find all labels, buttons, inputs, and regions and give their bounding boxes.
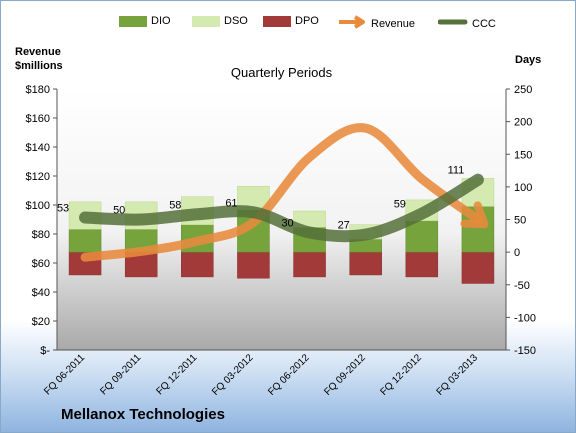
y-right-tick-label: 100 — [514, 182, 532, 194]
revenue-line — [80, 123, 483, 262]
y-left-label: Revenue $millions — [15, 45, 63, 73]
ccc-data-label: 58 — [169, 199, 181, 211]
y-left-tick-label: $100 — [26, 200, 50, 212]
y-right-tick-label: 150 — [514, 149, 532, 161]
revenue-arrow-head — [460, 201, 489, 229]
legend-item: DIO — [119, 15, 171, 27]
y-left-label-line-2: $millions — [15, 60, 63, 72]
legend-swatch — [119, 15, 147, 27]
x-tick-label: FQ 09-2011 — [98, 352, 143, 397]
bar-dio — [68, 229, 102, 253]
y-right-tick-label: 0 — [514, 247, 520, 259]
bar-dpo — [461, 251, 495, 284]
bar-dpo — [237, 251, 270, 279]
y-left-tick-label: $60 — [32, 258, 50, 270]
y-left-tick-label: $140 — [26, 142, 50, 154]
y-left-tick-label: $40 — [32, 287, 50, 299]
y-left-tick-label: $80 — [32, 229, 50, 241]
legend-label: DIO — [151, 15, 171, 27]
bar-dpo — [349, 251, 382, 276]
y-left-tick-label: $160 — [26, 113, 50, 125]
legend-swatch — [192, 15, 220, 27]
legend-item: DSO — [192, 15, 248, 27]
y-right-tick-label: 250 — [514, 84, 532, 96]
x-tick-label: FQ 12-2011 — [154, 352, 199, 397]
ccc-data-label: 59 — [394, 199, 406, 211]
bar-dio — [405, 220, 439, 253]
y-right-tick-label: 50 — [514, 215, 526, 227]
ccc-data-label: 30 — [281, 218, 293, 230]
y-right-tick-label: 200 — [514, 117, 532, 129]
x-tick-label: FQ 12-2012 — [378, 352, 424, 398]
ccc-data-label: 50 — [113, 205, 125, 217]
ccc-data-label: 111 — [448, 165, 465, 177]
ccc-data-label: 61 — [225, 197, 237, 209]
legend-label: DSO — [224, 15, 248, 27]
y-right-tick-label: -100 — [514, 312, 536, 324]
x-tick-label: FQ 03-2012 — [210, 352, 256, 398]
bar-dpo — [293, 251, 326, 278]
legend-item: DPO — [263, 15, 319, 27]
y-left-label-line-1: Revenue — [15, 46, 61, 58]
legend-label: Revenue — [371, 17, 416, 30]
legend-label: CCC — [472, 17, 496, 30]
legend-item: CCC — [437, 15, 496, 32]
legend-swatch-line-icon — [437, 15, 468, 32]
y-left-tick-label: $180 — [26, 84, 50, 96]
ccc-data-label: 53 — [57, 203, 69, 215]
x-tick-label: FQ 03-2013 — [435, 352, 481, 398]
y-right-label: Days — [515, 54, 542, 66]
x-tick-label: FQ 06-2012 — [266, 352, 312, 398]
legend-item: Revenue — [337, 15, 415, 32]
legend-label: DPO — [295, 15, 319, 27]
bar-dpo — [181, 251, 214, 278]
y-left-tick-label: $120 — [26, 171, 50, 183]
ccc-data-label: 27 — [338, 220, 350, 232]
y-right-tick-label: -50 — [514, 280, 530, 292]
chart-title: Quarterly Periods — [231, 65, 333, 80]
x-tick-label: FQ 06-2011 — [42, 352, 87, 397]
y-right-tick-label: -150 — [514, 345, 536, 357]
legend-swatch — [263, 15, 291, 27]
legend-swatch-arrow-icon — [337, 15, 367, 32]
bar-dpo — [405, 251, 439, 278]
x-tick-label: FQ 09-2012 — [322, 352, 368, 398]
y-left-tick-label: $20 — [32, 316, 50, 328]
y-left-tick-label: $- — [40, 345, 50, 357]
company-title: Mellanox Technologies — [61, 406, 225, 423]
ccc-line — [79, 173, 484, 243]
